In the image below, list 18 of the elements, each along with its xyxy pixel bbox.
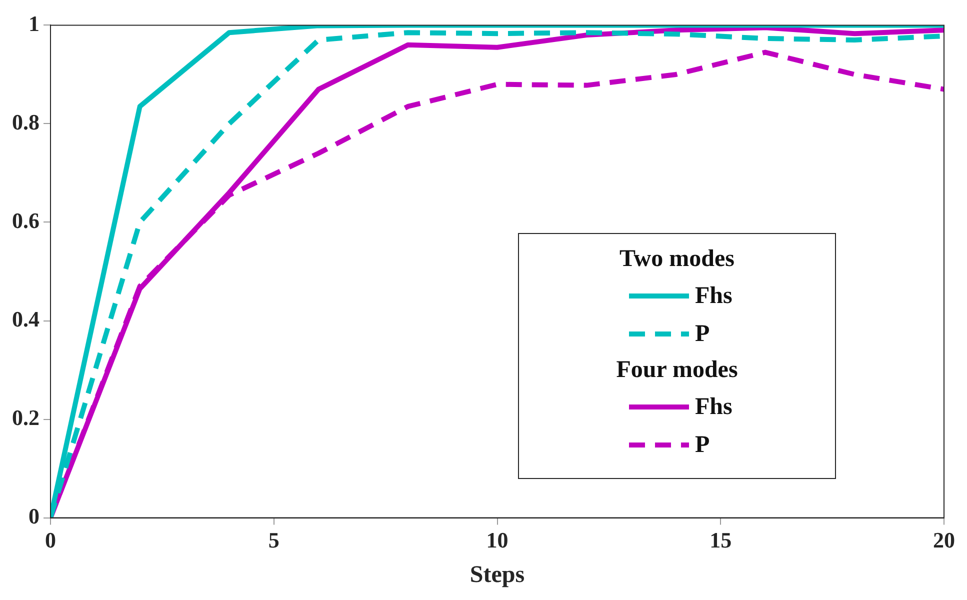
legend-label: Fhs xyxy=(695,282,732,310)
legend-label: Fhs xyxy=(695,394,732,420)
x-tick-label: 5 xyxy=(268,528,280,553)
y-tick-label: 0 xyxy=(28,503,40,528)
annotation: Four modes xyxy=(615,357,739,384)
y-tick-label: 0.8 xyxy=(12,109,40,134)
x-tick-label: 15 xyxy=(710,528,732,553)
y-tick-label: 0.2 xyxy=(12,404,40,430)
y-tick-label: 0.6 xyxy=(12,208,40,233)
x-tick-label: 20 xyxy=(933,528,955,553)
legend-label: P xyxy=(695,432,710,458)
annotation: Two modes xyxy=(618,246,736,273)
y-tick-label: 0.4 xyxy=(12,306,40,332)
y-tick-label: 1 xyxy=(28,10,40,36)
x-axis-title: Steps xyxy=(470,562,525,588)
x-tick-label: 0 xyxy=(45,528,56,553)
legend-label: P xyxy=(695,320,710,348)
x-tick-label: 10 xyxy=(486,528,508,553)
